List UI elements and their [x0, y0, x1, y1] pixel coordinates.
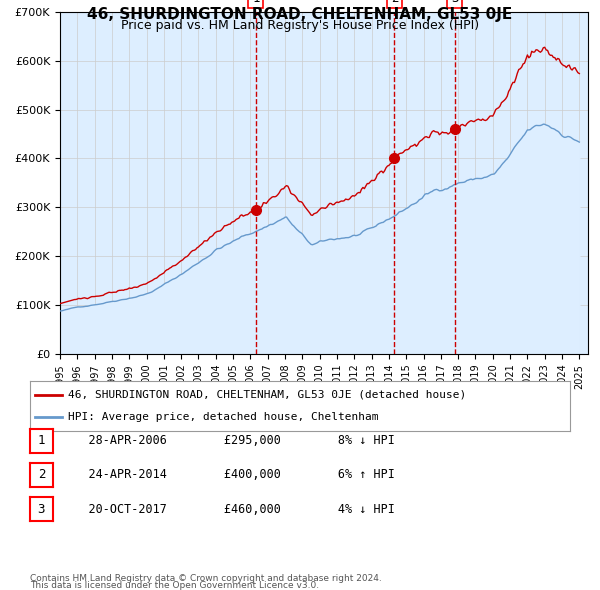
Text: 2: 2 — [391, 0, 398, 5]
Text: 46, SHURDINGTON ROAD, CHELTENHAM, GL53 0JE (detached house): 46, SHURDINGTON ROAD, CHELTENHAM, GL53 0… — [68, 389, 466, 399]
Text: 1: 1 — [252, 0, 260, 5]
Text: 3: 3 — [451, 0, 458, 5]
Text: 3: 3 — [38, 503, 45, 516]
Text: 24-APR-2014        £400,000        6% ↑ HPI: 24-APR-2014 £400,000 6% ↑ HPI — [60, 468, 395, 481]
Text: 1: 1 — [38, 434, 45, 447]
Text: This data is licensed under the Open Government Licence v3.0.: This data is licensed under the Open Gov… — [30, 581, 319, 590]
Text: 2: 2 — [38, 468, 45, 481]
Text: Price paid vs. HM Land Registry's House Price Index (HPI): Price paid vs. HM Land Registry's House … — [121, 19, 479, 32]
Text: HPI: Average price, detached house, Cheltenham: HPI: Average price, detached house, Chel… — [68, 412, 379, 422]
Text: 20-OCT-2017        £460,000        4% ↓ HPI: 20-OCT-2017 £460,000 4% ↓ HPI — [60, 503, 395, 516]
Text: 46, SHURDINGTON ROAD, CHELTENHAM, GL53 0JE: 46, SHURDINGTON ROAD, CHELTENHAM, GL53 0… — [88, 7, 512, 22]
Text: 28-APR-2006        £295,000        8% ↓ HPI: 28-APR-2006 £295,000 8% ↓ HPI — [60, 434, 395, 447]
Text: Contains HM Land Registry data © Crown copyright and database right 2024.: Contains HM Land Registry data © Crown c… — [30, 573, 382, 583]
